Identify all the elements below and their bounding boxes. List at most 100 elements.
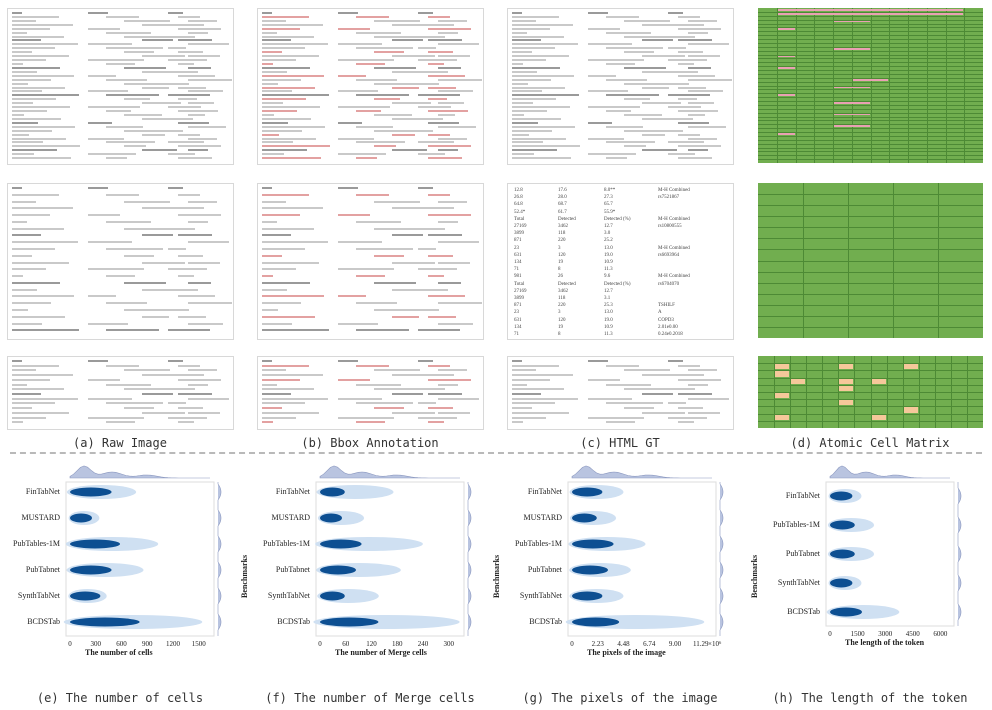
table-line (606, 402, 663, 405)
table-line (338, 59, 394, 62)
table-line (374, 113, 412, 116)
x-axis-label: The number of cells (85, 648, 153, 657)
table-line (418, 23, 454, 26)
table-line (512, 117, 561, 120)
table-line (624, 98, 650, 101)
gt-cell: Detected (%) (604, 216, 631, 222)
table-line (12, 78, 51, 81)
table-line (606, 110, 631, 112)
table-line (262, 157, 321, 160)
table-line (188, 90, 223, 93)
benchmark-label: PubTables-1M (13, 539, 60, 548)
table-line (606, 141, 655, 144)
table-line (688, 66, 711, 69)
x-tick-label: 0 (570, 640, 574, 648)
table-line (262, 234, 291, 237)
table-line (178, 254, 203, 257)
table-line (512, 383, 527, 386)
table-line (588, 106, 640, 109)
table-line (688, 113, 705, 116)
table-line (168, 47, 186, 50)
table-line (418, 94, 460, 97)
x-tick-label: 180 (392, 640, 403, 648)
table-line (262, 421, 273, 424)
gt-cell: Detected (%) (604, 281, 631, 287)
table-line (168, 35, 195, 38)
benchmark-label: PubTabnet (527, 565, 562, 574)
gt-cell: COPD3 (658, 317, 674, 323)
gt-cell: M-H Combined (658, 245, 690, 251)
table-line (512, 63, 523, 65)
merged-cell (834, 102, 870, 104)
table-line (392, 117, 443, 120)
table-line (178, 98, 197, 101)
gt-cell: 3.1 (604, 296, 611, 301)
table-line (678, 393, 712, 395)
gt-cell: 19 (558, 324, 563, 330)
table-line (374, 308, 428, 311)
gt-cell: 3462 (558, 224, 568, 229)
grid-line (758, 315, 983, 317)
merged-cell (775, 414, 790, 420)
grid-line (893, 183, 894, 338)
x-tick-label: 0 (828, 630, 832, 638)
table-line (374, 281, 416, 284)
table-line (418, 59, 457, 62)
table-line (262, 149, 307, 152)
gt-cell: 220 (558, 238, 566, 244)
grid-line (889, 8, 891, 163)
table-line (188, 241, 229, 244)
table-line (12, 31, 27, 34)
table-line (418, 47, 436, 50)
benchmark-label: BCDSTab (529, 617, 562, 626)
table-line (512, 59, 546, 62)
table-line (124, 388, 182, 391)
table-line (124, 308, 178, 311)
table-line (678, 133, 700, 136)
table-line (12, 106, 70, 109)
table-line (418, 187, 433, 189)
table-line (438, 200, 467, 203)
table-line (124, 98, 150, 101)
table-line (168, 207, 204, 210)
table-line (106, 275, 135, 277)
x-tick-label: 300 (90, 640, 102, 648)
table-line (678, 51, 703, 54)
density-ridge-core (70, 487, 112, 497)
table-line (688, 397, 729, 400)
table-line (688, 19, 717, 22)
section-divider (10, 452, 982, 454)
table-line (428, 275, 444, 277)
gt-cell: 19 (558, 260, 563, 265)
merged-cell (777, 94, 795, 97)
table-line (338, 295, 366, 298)
table-line (418, 207, 454, 210)
x-tick-label: 60 (342, 640, 350, 648)
table-line (188, 261, 220, 264)
merged-cell (852, 78, 889, 81)
table-line (678, 74, 715, 77)
table-line (668, 153, 695, 156)
table-line (262, 94, 329, 97)
table-line (178, 378, 221, 381)
table-line (88, 187, 108, 189)
grid-line (758, 205, 983, 207)
table-line (356, 329, 409, 332)
table-line (262, 220, 277, 223)
table-line (392, 102, 431, 105)
table-line (88, 397, 132, 400)
table-line (374, 200, 420, 203)
x-tick-label: 1500 (191, 640, 206, 648)
table-line (418, 35, 445, 38)
table-line (142, 261, 185, 264)
table-line (178, 364, 200, 367)
x-tick-label: 6000 (933, 630, 948, 638)
table-line (356, 31, 401, 34)
table-line (168, 308, 189, 311)
table-line (512, 102, 533, 105)
table-line (438, 78, 482, 81)
table-line (178, 145, 221, 148)
table-line (668, 388, 695, 391)
gt-cell: rs6704070 (658, 281, 680, 287)
table-line (262, 117, 311, 120)
